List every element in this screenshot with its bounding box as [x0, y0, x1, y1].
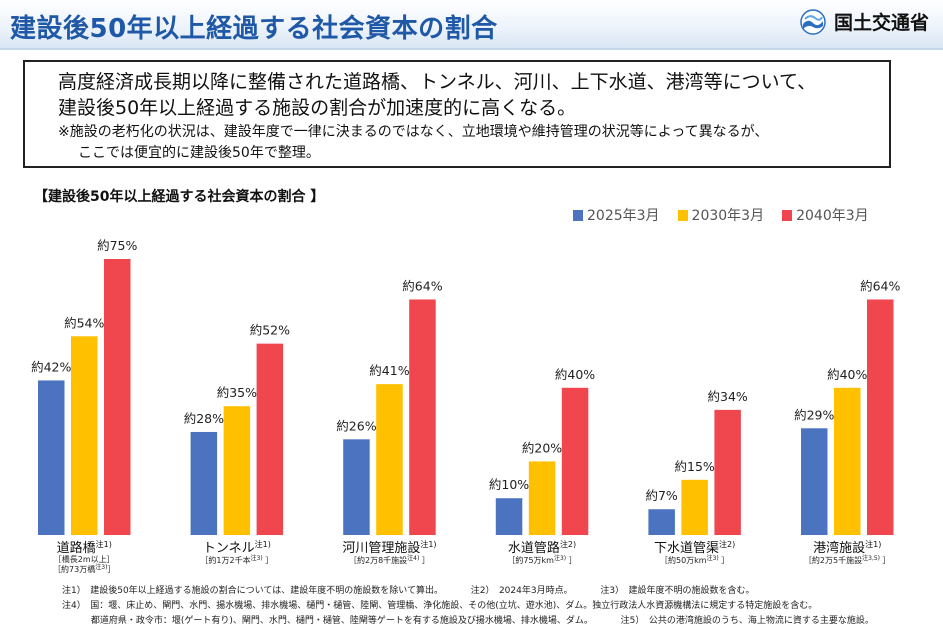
- bar-5-0: [801, 428, 828, 535]
- bar-2-2: [409, 299, 436, 535]
- data-label-1-1: 約35%: [217, 385, 257, 400]
- footnote-3: 注3） 建設年度不明の施設数を含む。: [600, 586, 755, 596]
- data-label-5-2: 約64%: [860, 278, 900, 293]
- legend-item-2025: 2025年3月: [573, 205, 660, 225]
- legend-item-2030: 2030年3月: [677, 205, 765, 225]
- summary-line-1: 高度経済成長期以降に整備された道路橋、トンネル、河川、上下水道、港湾等について、: [58, 71, 817, 93]
- ministry-logo-icon: [800, 8, 826, 35]
- bar-4-1: [681, 479, 708, 535]
- legend-label-2030: 2030年3月: [691, 208, 765, 224]
- data-label-5-0: 約29%: [794, 407, 834, 422]
- chart-legend: 2025年3月 2030年3月 2040年3月: [573, 205, 869, 225]
- data-label-5-1: 約40%: [827, 367, 867, 382]
- legend-item-2040: 2040年3月: [782, 205, 869, 225]
- category-sub-5: ［約2万5千施設注3,5) ］: [804, 554, 891, 565]
- bar-1-2: [256, 343, 284, 535]
- footnote-4: 注4） 国：堰、床止め、閘門、水門、揚水機場、排水機場、樋門・樋管、陸閘、管理橋…: [62, 601, 818, 611]
- data-label-0-2: 約75%: [97, 238, 137, 253]
- footnote-row-3: 都道府県・政令市：堰(ゲート有り)、閘門、水門、樋門・樋管、陸閘等ゲートを有する…: [62, 614, 874, 629]
- category-sub-4: ［約50万km注3) ］: [660, 554, 729, 565]
- footnote-2: 注2） 2024年3月時点。: [470, 586, 573, 596]
- category-label-1: トンネル注1): [203, 539, 271, 556]
- category-sub-0: ［橋長2m以上］［約73万橋注3)］: [53, 554, 115, 574]
- data-label-3-1: 約20%: [522, 440, 562, 455]
- legend-swatch-2025: [573, 209, 583, 221]
- category-label-4: 下水道管渠注2): [654, 539, 735, 556]
- bar-5-1: [834, 387, 861, 535]
- bar-4-2: [714, 409, 741, 535]
- legend-label-2040: 2040年3月: [796, 208, 869, 224]
- footnotes: 注1） 建設後50年以上経過する施設の割合については、建設年度不明の施設数を除い…: [62, 584, 874, 629]
- data-label-2-2: 約64%: [402, 278, 442, 293]
- bar-chart: 約42% 約54% 約75% 道路橋注1)［橋長2m以上］［約73万橋注3)］ 約28%…: [31, 238, 900, 574]
- summary-note-1: ※施設の老朽化の状況は、建設年度で一律に決まるのではなく、立地環境や維持管理の状…: [58, 124, 769, 140]
- summary-line-2: 建設後50年以上経過する施設の割合が加速度的に高くなる。: [58, 97, 577, 119]
- ministry-branding: 国土交通省: [800, 8, 929, 35]
- legend-label-2025: 2025年3月: [587, 208, 660, 224]
- data-label-3-2: 約40%: [555, 367, 595, 382]
- bar-0-1: [71, 336, 98, 535]
- data-label-0-1: 約54%: [64, 315, 104, 330]
- bar-0-2: [104, 259, 131, 535]
- summary-box: 高度経済成長期以降に整備された道路橋、トンネル、河川、上下水道、港湾等について、…: [23, 60, 891, 168]
- bar-2-1: [376, 384, 403, 535]
- data-label-2-0: 約26%: [336, 418, 376, 433]
- bar-1-0: [190, 431, 218, 535]
- data-label-2-1: 約41%: [369, 363, 409, 378]
- category-label-0: 道路橋注1): [57, 539, 112, 556]
- data-label-4-2: 約34%: [708, 389, 748, 404]
- chart-title: 【建設後50年以上経過する社会資本の割合 】: [34, 189, 325, 205]
- footnote-4b: 都道府県・政令市：堰(ゲート有り)、閘門、水門、樋門・樋管、陸閘等ゲートを有する…: [90, 616, 593, 626]
- data-label-4-1: 約15%: [675, 459, 715, 474]
- data-label-0-0: 約42%: [31, 359, 71, 374]
- data-label-1-0: 約28%: [184, 411, 224, 426]
- footnote-1: 注1） 建設後50年以上経過する施設の割合については、建設年度不明の施設数を除い…: [62, 586, 443, 596]
- data-label-1-2: 約52%: [250, 323, 290, 338]
- category-label-5: 港湾施設注1): [813, 539, 881, 556]
- category-sub-3: ［約75万km注3) ］: [507, 554, 576, 565]
- legend-swatch-2030: [677, 209, 688, 221]
- data-label-3-0: 約10%: [489, 477, 529, 492]
- bar-3-0: [495, 498, 523, 535]
- header-bar: 建設後50年以上経過する社会資本の割合 国土交通省: [0, 0, 943, 50]
- category-label-3: 水道管路注2): [508, 539, 576, 556]
- footnote-row-1: 注1） 建設後50年以上経過する施設の割合については、建設年度不明の施設数を除い…: [62, 584, 874, 599]
- data-label-4-0: 約7%: [645, 488, 677, 503]
- category-sub-1: ［約1万2千本注3) ］: [200, 554, 273, 565]
- summary-note-2: ここでは便宜的に建設後50年で整理。: [78, 145, 320, 161]
- bar-1-1: [223, 406, 251, 535]
- ministry-name: 国土交通省: [833, 12, 929, 34]
- footnote-5: 注5） 公共の港湾施設のうち、海上物流に資する主要な施設。: [620, 616, 874, 626]
- bar-5-2: [867, 299, 894, 535]
- bar-0-0: [38, 380, 65, 535]
- category-label-2: 河川管理施設注1): [342, 539, 436, 556]
- bar-3-2: [561, 387, 589, 535]
- page-title: 建設後50年以上経過する社会資本の割合: [10, 14, 498, 44]
- legend-swatch-2040: [782, 209, 793, 221]
- bar-2-0: [343, 439, 370, 535]
- bar-3-1: [528, 461, 556, 535]
- category-sub-2: ［約2万8千施設注4) ］: [349, 554, 430, 565]
- bar-4-0: [648, 509, 675, 535]
